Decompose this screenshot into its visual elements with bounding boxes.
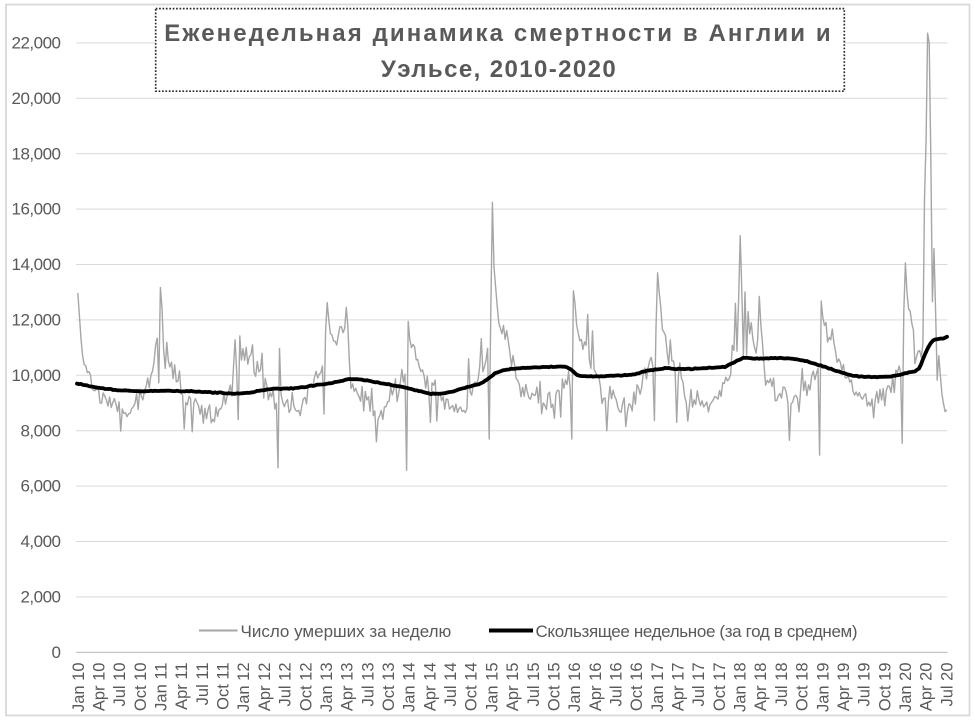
svg-text:Apr 20: Apr 20	[918, 663, 936, 712]
svg-text:Apr 15: Apr 15	[504, 663, 522, 712]
svg-text:Jul 16: Jul 16	[608, 663, 626, 707]
svg-text:22,000: 22,000	[12, 34, 61, 53]
svg-text:Oct 14: Oct 14	[463, 663, 481, 712]
svg-text:Jan 11: Jan 11	[153, 663, 171, 711]
svg-text:Jan 18: Jan 18	[732, 663, 750, 713]
svg-text:Oct 10: Oct 10	[132, 663, 150, 712]
svg-text:Jul 20: Jul 20	[938, 663, 956, 707]
svg-text:Jan 13: Jan 13	[318, 663, 336, 713]
svg-text:Jan 15: Jan 15	[483, 663, 501, 713]
svg-text:Jan 14: Jan 14	[401, 663, 419, 713]
svg-text:Apr 19: Apr 19	[835, 663, 853, 712]
svg-text:Скользящее недельное (за год в: Скользящее недельное (за год в среднем)	[536, 622, 858, 641]
svg-text:20,000: 20,000	[12, 89, 61, 108]
svg-text:Apr 18: Apr 18	[752, 663, 770, 712]
svg-text:Apr 17: Apr 17	[670, 663, 688, 712]
svg-text:Число умерших за неделю: Число умерших за неделю	[241, 622, 452, 641]
svg-text:Jul 11: Jul 11	[194, 663, 212, 706]
svg-text:Jan 20: Jan 20	[897, 663, 915, 713]
svg-text:14,000: 14,000	[12, 255, 61, 274]
svg-text:18,000: 18,000	[12, 144, 61, 163]
svg-text:Jul 14: Jul 14	[442, 663, 460, 707]
svg-text:Jul 17: Jul 17	[690, 663, 708, 707]
svg-text:Apr 14: Apr 14	[421, 663, 439, 712]
svg-text:Apr 12: Apr 12	[256, 663, 274, 712]
svg-text:Jan 10: Jan 10	[70, 663, 88, 713]
svg-text:Apr 11: Apr 11	[173, 663, 191, 710]
svg-text:Apr 13: Apr 13	[339, 663, 357, 712]
svg-text:Еженедельная динамика смертнос: Еженедельная динамика смертности в Англи…	[164, 20, 832, 47]
svg-text:Oct 16: Oct 16	[628, 663, 646, 712]
svg-text:4,000: 4,000	[20, 532, 60, 551]
svg-text:Jan 17: Jan 17	[649, 663, 667, 713]
svg-text:Oct 17: Oct 17	[711, 663, 729, 712]
svg-text:Apr 16: Apr 16	[587, 663, 605, 712]
svg-text:0: 0	[52, 643, 61, 662]
svg-text:Уэльсе, 2010-2020: Уэльсе, 2010-2020	[381, 56, 617, 83]
svg-text:Jul 10: Jul 10	[111, 663, 129, 707]
svg-text:Jul 19: Jul 19	[856, 663, 874, 707]
svg-text:Oct 15: Oct 15	[545, 663, 563, 712]
svg-text:Oct 12: Oct 12	[297, 663, 315, 712]
svg-text:Jul 12: Jul 12	[277, 663, 295, 707]
svg-text:Jul 13: Jul 13	[359, 663, 377, 707]
svg-text:Oct 19: Oct 19	[876, 663, 894, 712]
svg-text:10,000: 10,000	[12, 366, 61, 385]
svg-text:Apr 10: Apr 10	[91, 663, 109, 712]
svg-text:Oct 11: Oct 11	[215, 663, 233, 710]
svg-text:Jul 18: Jul 18	[773, 663, 791, 707]
svg-text:Oct 18: Oct 18	[794, 663, 812, 712]
svg-text:Jan 19: Jan 19	[814, 663, 832, 713]
svg-text:Jan 16: Jan 16	[566, 663, 584, 713]
svg-text:6,000: 6,000	[20, 477, 60, 496]
svg-text:16,000: 16,000	[12, 200, 61, 219]
svg-text:8,000: 8,000	[20, 421, 60, 440]
svg-text:2,000: 2,000	[20, 588, 60, 607]
svg-text:Jan 12: Jan 12	[235, 663, 253, 713]
svg-text:Jul 15: Jul 15	[525, 663, 543, 707]
svg-text:12,000: 12,000	[12, 311, 61, 330]
svg-text:Oct 13: Oct 13	[380, 663, 398, 712]
